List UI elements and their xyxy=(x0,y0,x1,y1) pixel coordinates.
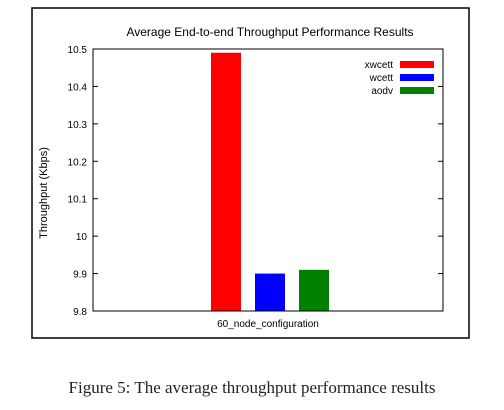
y-tick-label: 10.4 xyxy=(68,82,88,93)
y-tick-label: 10.3 xyxy=(68,120,88,131)
y-tick-label: 10.5 xyxy=(68,45,88,56)
plot-area xyxy=(92,48,444,312)
y-tick-label: 10.2 xyxy=(68,157,88,168)
figure-frame xyxy=(31,7,470,339)
legend-label-xwcett: xwcett xyxy=(365,60,394,71)
y-axis-ticks: 9.8 9.9 10 10.1 10.2 10.3 10.4 10.5 xyxy=(68,45,443,318)
x-category-label: 60_node_configuration xyxy=(217,319,319,330)
legend-swatch-wcett xyxy=(400,74,434,81)
legend-swatch-aodv xyxy=(400,87,434,94)
bar-xwcett xyxy=(211,52,241,311)
legend: xwcett wcett aodv xyxy=(365,60,434,97)
y-tick-label: 9.9 xyxy=(73,270,87,281)
chart-title: Average End-to-end Throughput Performanc… xyxy=(126,25,413,39)
bars xyxy=(211,52,329,311)
figure-caption: Figure 5: The average throughput perform… xyxy=(68,378,436,397)
bar-wcett xyxy=(255,273,285,311)
legend-label-wcett: wcett xyxy=(369,73,394,84)
legend-swatch-xwcett xyxy=(400,61,434,68)
y-tick-label: 10 xyxy=(76,232,88,243)
y-tick-label: 9.8 xyxy=(73,307,87,318)
bar-aodv xyxy=(299,269,329,311)
legend-label-aodv: aodv xyxy=(371,86,393,97)
y-axis-label: Throughput (Kbps) xyxy=(38,147,50,239)
y-tick-label: 10.1 xyxy=(68,195,88,206)
throughput-bar-chart: Average End-to-end Throughput Performanc… xyxy=(31,7,470,339)
